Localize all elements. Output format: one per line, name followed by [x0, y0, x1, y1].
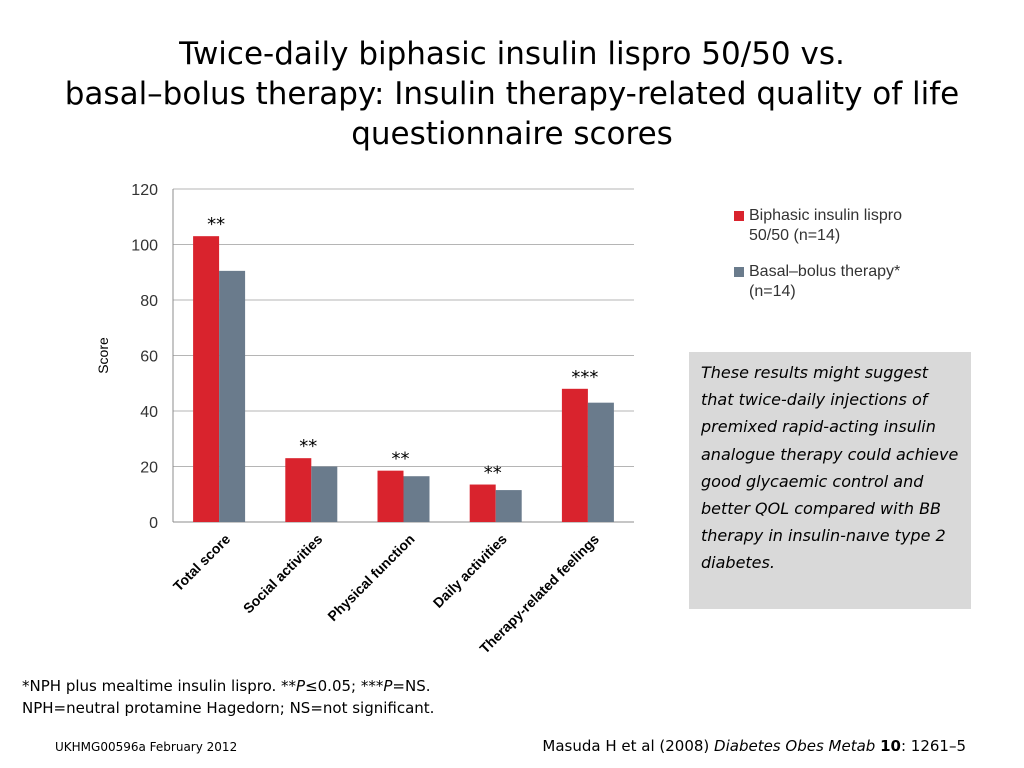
citation: Masuda H et al (2008) Diabetes Obes Meta… — [542, 737, 966, 755]
bar-basal-bolus — [219, 270, 246, 522]
bar-biphasic — [561, 388, 588, 522]
slide-title: Twice-daily biphasic insulin lispro 50/5… — [30, 34, 994, 154]
footnote-line-1: *NPH plus mealtime insulin lispro. **P≤0… — [22, 675, 434, 697]
conclusion-note: These results might suggest that twice-d… — [689, 352, 971, 609]
bar-chart: 0 20 40 60 80 100 120 Score ** Total score ** Socia… — [95, 182, 634, 657]
x-tick-label: Daily activities — [430, 531, 510, 611]
y-tick-label: 60 — [140, 349, 158, 366]
y-axis-label: Score — [95, 337, 111, 374]
chart-legend: Biphasic insulin lispro 50/50 (n=14) Bas… — [734, 206, 1004, 318]
legend-label-basal-bolus-line1: Basal–bolus therapy* — [749, 263, 901, 280]
citation-pages: : 1261–5 — [900, 737, 966, 755]
y-tick-label: 80 — [140, 293, 158, 310]
footnote-p-2: P — [383, 677, 393, 695]
footnote-part-b: ≤0.05; *** — [305, 677, 384, 695]
bar-basal-bolus — [495, 490, 522, 522]
bar-basal-bolus — [403, 476, 430, 522]
footnote-p-1: P — [296, 677, 306, 695]
y-tick-label: 0 — [149, 515, 158, 532]
slide-code: UKHMG00596a February 2012 — [55, 740, 238, 754]
legend-label-biphasic-line2: 50/50 (n=14) — [749, 227, 841, 244]
y-tick-label: 120 — [131, 182, 158, 199]
y-tick-label: 100 — [131, 238, 158, 255]
citation-authors: Masuda H et al (2008) — [542, 737, 715, 755]
x-tick-label: Physical function — [324, 531, 417, 624]
footnote: *NPH plus mealtime insulin lispro. **P≤0… — [22, 675, 434, 719]
legend-swatch-biphasic — [734, 211, 744, 221]
title-line-3: questionnaire scores — [351, 116, 673, 152]
title-line-1: Twice-daily biphasic insulin lispro 50/5… — [179, 36, 845, 72]
legend-swatch-basal-bolus — [734, 267, 744, 277]
y-tick-label: 40 — [140, 404, 158, 421]
bar-basal-bolus — [587, 402, 614, 522]
bar-biphasic — [193, 236, 220, 523]
citation-volume: 10 — [880, 737, 901, 755]
footnote-line-2: NPH=neutral protamine Hagedorn; NS=not s… — [22, 699, 435, 717]
bar-biphasic — [469, 484, 496, 522]
significance-marker: ** — [484, 463, 502, 484]
legend-label-biphasic-line1: Biphasic insulin lispro — [749, 207, 902, 224]
x-tick-label: Social activities — [240, 531, 326, 617]
x-tick-label: Total score — [170, 531, 234, 595]
bar-biphasic — [285, 458, 312, 522]
footnote-part-c: =NS. — [392, 677, 431, 695]
bar-biphasic — [377, 470, 404, 522]
significance-marker: ** — [299, 436, 317, 457]
citation-journal: Diabetes Obes Metab — [714, 737, 876, 755]
bar-basal-bolus — [311, 466, 338, 522]
footnote-part-a: *NPH plus mealtime insulin lispro. ** — [22, 677, 297, 695]
title-line-2: basal–bolus therapy: Insulin therapy-rel… — [64, 76, 960, 112]
y-tick-label: 20 — [140, 460, 158, 477]
legend-item-basal-bolus: Basal–bolus therapy* (n=14) — [734, 262, 1004, 302]
legend-item-biphasic: Biphasic insulin lispro 50/50 (n=14) — [734, 206, 1004, 246]
conclusion-text: These results might suggest that twice-d… — [701, 363, 959, 573]
significance-marker: ** — [392, 449, 410, 470]
significance-marker: ** — [207, 214, 225, 235]
legend-label-basal-bolus-line2: (n=14) — [749, 283, 796, 300]
significance-marker: *** — [571, 367, 598, 388]
